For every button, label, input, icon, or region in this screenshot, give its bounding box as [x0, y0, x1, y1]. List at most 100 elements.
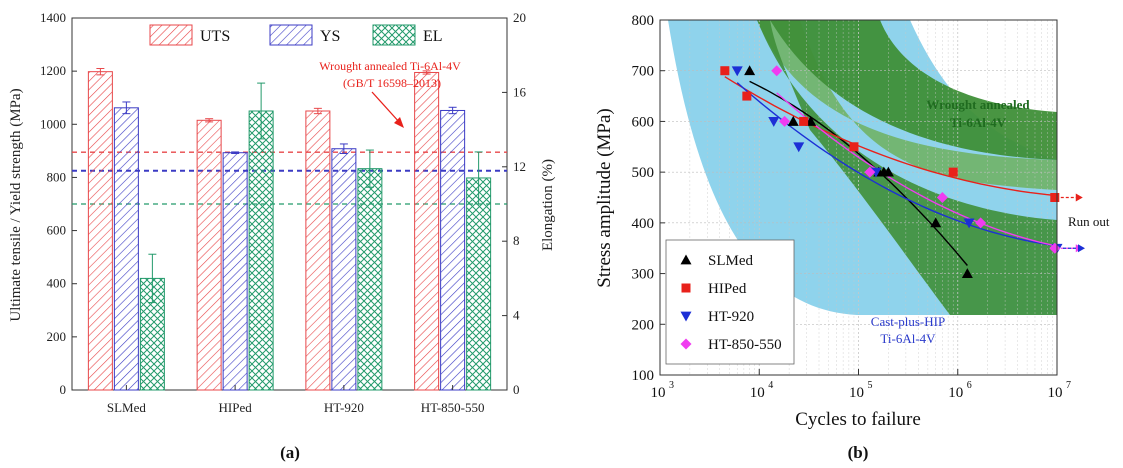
x-tick-exponent: 6	[967, 380, 972, 391]
bars	[87, 71, 492, 391]
point-ht-850-550	[779, 115, 791, 127]
bar-el	[357, 168, 383, 391]
annotation-line-1: Wrought annealed Ti-6Al-4V	[319, 59, 461, 73]
legend-label-hiped: HIPed	[708, 281, 747, 297]
x-tick-exponent: 7	[1066, 380, 1071, 391]
point-slmed	[930, 217, 942, 228]
annotation-runout: Run out	[1068, 214, 1110, 229]
point-ht-920	[731, 66, 743, 77]
point-hiped	[948, 167, 958, 177]
y-tick-label: 1400	[40, 10, 66, 25]
annotation-wrought: Wrought annealed	[926, 97, 1030, 112]
bar-uts	[87, 71, 113, 391]
y-tick-label: 100	[632, 368, 655, 384]
point-slmed	[961, 268, 973, 278]
legend-swatch-el	[372, 24, 416, 46]
category-label: SLMed	[107, 400, 147, 415]
legend-marker-ht-850-550	[680, 338, 692, 350]
point-hiped	[1050, 193, 1060, 202]
legend-label-ht-850-550: HT-850-550	[708, 337, 782, 353]
wrought-band-top	[770, 20, 1057, 160]
wrought-band-dark	[757, 20, 1057, 315]
legend-label-ht-920: HT-920	[708, 309, 754, 325]
panel-b-label: (b)	[848, 443, 869, 462]
x-tick-label: 10	[948, 385, 963, 401]
point-slmed	[882, 166, 894, 177]
category-labels: SLMed HIPed HT-920 HT-850-550	[107, 385, 485, 415]
legend-b: SLMed HIPed HT-920 HT-850-550	[665, 239, 795, 365]
point-ht-850-550	[771, 65, 783, 77]
y-tick-label: 500	[632, 165, 655, 181]
y-right-tick-label: 8	[513, 233, 520, 248]
fit-curves	[724, 76, 1057, 266]
x-tick-exponent: 5	[868, 380, 873, 391]
annotation-line-2: (GB/T 16598–2013)	[343, 76, 441, 90]
legend-marker-ht-920	[680, 311, 692, 322]
point-ht-920	[963, 218, 975, 229]
annotation-wrought: Wrought annealed Ti-6Al-4V (GB/T 16598–2…	[319, 59, 461, 128]
x-tick-label: 10	[1048, 385, 1063, 401]
point-slmed	[787, 115, 799, 126]
x-axis-label: Cycles to failure	[795, 409, 921, 430]
y-tick-label: 1000	[40, 116, 66, 131]
annotation-arrow	[371, 91, 401, 124]
point-hiped	[849, 142, 859, 152]
runout-arrowhead	[1078, 244, 1085, 253]
x-tick-exponent: 4	[768, 380, 773, 391]
annotation-wrought-alloy: Ti-6Al-4V	[950, 115, 1007, 130]
y-right-tick-label: 16	[513, 84, 527, 99]
y-tick-label: 800	[632, 13, 655, 29]
bar-el	[248, 110, 274, 391]
x-tick-exponent: 3	[669, 380, 674, 391]
data-points	[720, 65, 1063, 278]
legend-swatch-uts	[149, 24, 193, 46]
panel-a-bar-chart: 0 200 400 600 800 1000 1200 1400 0 4 8 12 16 20 SLMe…	[8, 10, 556, 462]
error-bars	[96, 67, 483, 304]
y-tick-label: 200	[632, 317, 655, 333]
panel-a-label: (a)	[280, 443, 300, 462]
runout-arrowhead	[1075, 193, 1083, 202]
y-tick-label: 1200	[40, 63, 66, 78]
annotation-cast: Cast-plus-HIP	[871, 314, 945, 329]
y-right-tick-label: 12	[513, 159, 526, 174]
x-axis-ticks: 10 3 10 4 10 5 10 6 10 7	[651, 369, 1071, 401]
x-tick-label: 10	[750, 385, 765, 401]
y-tick-label: 400	[632, 216, 655, 232]
runout-arrows	[1060, 193, 1085, 253]
legend-label-uts: UTS	[200, 28, 230, 45]
right-axis-ticks: 0 4 8 12 16 20	[502, 10, 527, 397]
category-label: HT-920	[324, 400, 364, 415]
fit-curve-hiped	[724, 76, 1055, 197]
bar-ys	[113, 107, 139, 391]
point-ht-850-550	[975, 217, 987, 229]
point-slmed	[744, 65, 756, 76]
legend-swatch-ys	[269, 24, 313, 46]
y-tick-label: 800	[47, 169, 67, 184]
annotation-cast-alloy: Ti-6Al-4V	[880, 331, 936, 346]
y-axis-ticks: 100 200 300 400 500 600 700 800	[632, 13, 665, 384]
grid	[659, 19, 1057, 376]
fit-curve-ht-920	[736, 82, 1057, 247]
point-hiped	[720, 66, 730, 76]
bar-ys	[331, 148, 357, 391]
annotation-arrowhead	[394, 117, 404, 128]
legend-label-ys: YS	[320, 28, 340, 45]
y-right-tick-label: 20	[513, 10, 526, 25]
point-ht-920	[793, 142, 805, 153]
point-ht-850-550	[864, 166, 876, 178]
legend-marker-hiped	[681, 283, 691, 293]
left-axis-ticks: 0 200 400 600 800 1000 1200 1400	[40, 10, 77, 397]
point-ht-850-550	[936, 192, 948, 203]
x-tick-label: 10	[849, 385, 864, 401]
y-tick-label: 0	[60, 382, 67, 397]
y-tick-label: 600	[47, 223, 67, 238]
legend-label-el: EL	[423, 28, 443, 45]
legend-a: UTS YS EL	[149, 24, 443, 46]
bar-el	[466, 177, 492, 391]
x-tick-label: 10	[651, 385, 666, 401]
point-ht-920	[768, 117, 780, 127]
bar-uts	[414, 71, 440, 391]
bar-uts	[305, 110, 331, 391]
